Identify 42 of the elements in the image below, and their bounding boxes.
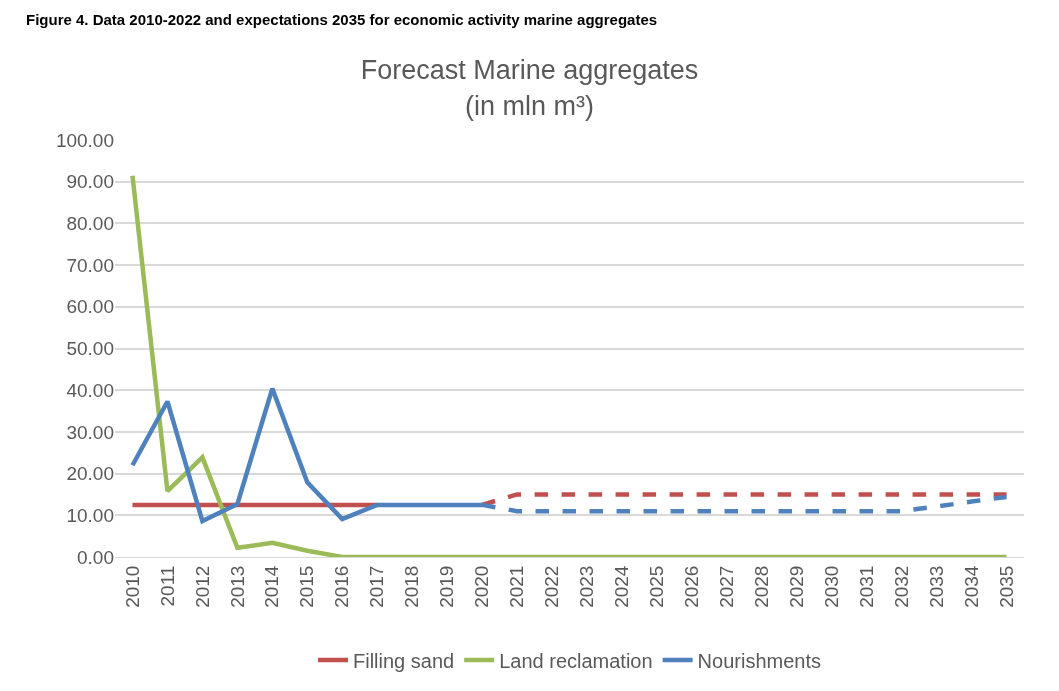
caption: Figure 4. Data 2010-2022 and expectations 2035 for economic activity marine aggregates bbox=[26, 11, 658, 28]
x-tick-label: 2019 bbox=[436, 565, 458, 608]
y-tick-label: 40.00 bbox=[66, 379, 114, 401]
y-tick-label: 70.00 bbox=[66, 254, 114, 276]
x-tick-label: 2016 bbox=[331, 565, 353, 608]
x-tick-label: 2020 bbox=[471, 565, 493, 608]
y-tick-label: 80.00 bbox=[66, 213, 114, 235]
x-tick-label: 2026 bbox=[681, 565, 703, 608]
x-tick-label: 2015 bbox=[296, 565, 318, 608]
legend-label: Filling sand bbox=[353, 649, 455, 672]
x-tick-label: 2028 bbox=[750, 565, 772, 608]
x-tick-label: 2031 bbox=[855, 565, 877, 608]
x-tick-label: 2030 bbox=[820, 565, 842, 608]
x-tick-label: 2027 bbox=[716, 565, 738, 608]
y-tick-label: 90.00 bbox=[66, 171, 114, 193]
x-tick-label: 2033 bbox=[925, 565, 947, 608]
x-tick-label: 2035 bbox=[995, 565, 1017, 608]
x-tick-label: 2024 bbox=[611, 565, 633, 608]
y-tick-label: 0.00 bbox=[77, 546, 114, 568]
x-tick-label: 2011 bbox=[156, 565, 178, 607]
y-tick-label: 10.00 bbox=[66, 504, 114, 526]
y-tick-label: 50.00 bbox=[66, 338, 114, 360]
x-tick-label: 2032 bbox=[890, 565, 912, 608]
x-tick-label: 2021 bbox=[506, 565, 528, 608]
x-tick-label: 2017 bbox=[366, 565, 388, 608]
y-tick-label: 20.00 bbox=[66, 463, 114, 485]
x-tick-label: 2014 bbox=[261, 565, 283, 608]
x-tick-label: 2022 bbox=[541, 565, 563, 608]
x-tick-label: 2018 bbox=[401, 565, 423, 608]
chart-title: Forecast Marine aggregates (in mln m³) bbox=[360, 55, 699, 121]
x-tick-label: 2029 bbox=[785, 565, 807, 608]
x-tick-label: 2010 bbox=[121, 565, 143, 608]
x-tick-label: 2034 bbox=[960, 565, 982, 608]
legend-label: Nourishments bbox=[697, 649, 821, 672]
x-tick-label: 2012 bbox=[191, 565, 213, 608]
x-tick-label: 2025 bbox=[646, 565, 668, 608]
y-tick-label: 30.00 bbox=[66, 421, 114, 443]
legend-label: Land reclamation bbox=[499, 649, 653, 672]
x-tick-label: 2013 bbox=[226, 565, 248, 608]
x-tick-label: 2023 bbox=[576, 565, 598, 608]
y-tick-label: 100.00 bbox=[55, 129, 114, 151]
y-tick-label: 60.00 bbox=[66, 296, 114, 318]
